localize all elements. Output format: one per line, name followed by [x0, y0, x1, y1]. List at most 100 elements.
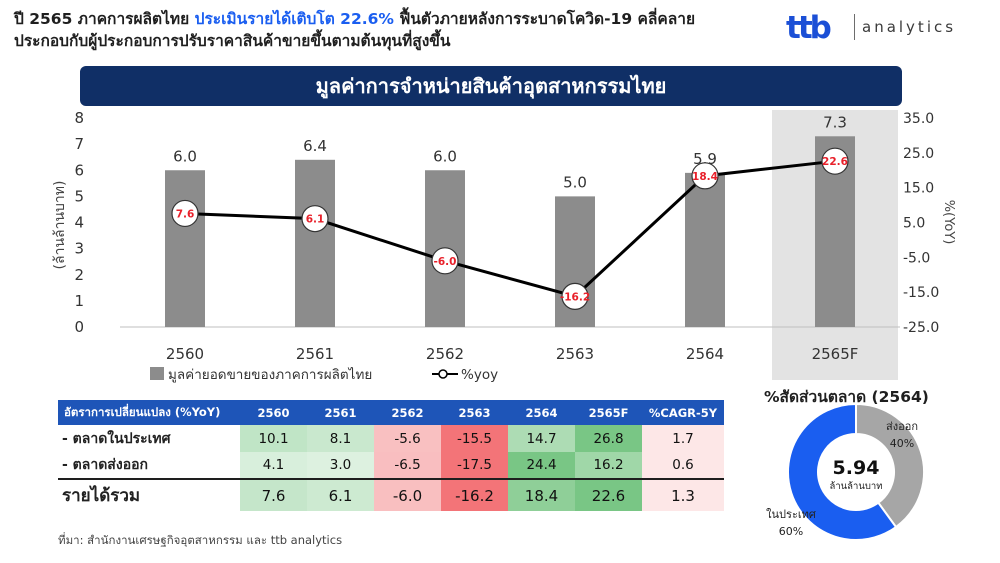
table-cell: 1.3 — [642, 478, 724, 511]
donut-slice — [855, 404, 925, 529]
table-cell: 18.4 — [508, 478, 575, 511]
logo-sub: analytics — [862, 18, 957, 36]
yoy-point-label: 7.6 — [176, 208, 195, 220]
y-tick-label: 4 — [74, 214, 84, 232]
donut-center-label: ล้านล้านบาท — [830, 481, 883, 492]
y-axis-label: (ล้านล้านบาท) — [52, 181, 68, 270]
yoy-line — [184, 159, 836, 299]
x-tick-label: 2562 — [426, 345, 464, 363]
yoy-point-label: 22.6 — [822, 156, 848, 168]
table-row: รายได้รวม 7.6 6.1 -6.0 -16.2 18.4 22.6 1.3 — [58, 478, 724, 511]
table-cell: 16.2 — [575, 452, 642, 479]
x-tick-label: 2565F — [812, 345, 859, 363]
table-cell: -6.5 — [374, 452, 441, 479]
donut-center-value: 5.94 — [833, 457, 880, 479]
yoy-table-wrap: อัตราการเปลี่ยนแปลง (%YoY) 2560 2561 2562 25… — [58, 400, 724, 511]
table-cell: 0.6 — [642, 452, 724, 479]
yoy-point-2561 — [301, 205, 329, 233]
donut-pct-domestic: 60% — [779, 525, 803, 538]
x-tick-label: 2560 — [166, 345, 204, 363]
yoy-point-2563 — [561, 282, 589, 310]
table-cell: -17.5 — [441, 452, 508, 479]
table-cell: -16.2 — [441, 478, 508, 511]
y-tick-label: 1 — [74, 292, 84, 310]
y2-tick-label: -5.0 — [903, 250, 930, 266]
y2-tick-label: 15.0 — [903, 181, 934, 197]
yoy-point-label: -16.2 — [560, 291, 590, 303]
x-tick-label: 2561 — [296, 345, 334, 363]
table-header-cell: 2564 — [508, 400, 575, 425]
donut-title: %สัดส่วนตลาด (2564) — [764, 388, 929, 406]
y-tick-label: 3 — [74, 240, 84, 258]
yoy-table: อัตราการเปลี่ยนแปลง (%YoY) 2560 2561 2562 25… — [58, 400, 724, 511]
y-tick-label: 7 — [74, 135, 84, 153]
table-header-cell: %CAGR-5Y — [642, 400, 724, 425]
table-cell: 22.6 — [575, 478, 642, 511]
y2-axis-label: %(YoY) — [941, 200, 956, 245]
table-header-row: อัตราการเปลี่ยนแปลง (%YoY) 2560 2561 2562 25… — [58, 400, 724, 425]
legend-line-marker — [438, 369, 448, 379]
table-cell: 24.4 — [508, 452, 575, 479]
table-cell: 3.0 — [307, 452, 374, 479]
table-cell: 26.8 — [575, 425, 642, 452]
table-cell: 14.7 — [508, 425, 575, 452]
yoy-point-2562 — [431, 247, 459, 275]
bar-value-label: 7.3 — [823, 113, 847, 131]
donut-label-domestic: ในประเทศ — [766, 508, 816, 521]
table-cell: -6.0 — [374, 478, 441, 511]
table-header-cell: 2565F — [575, 400, 642, 425]
table-cell: 6.1 — [307, 478, 374, 511]
source-note: ที่มา: สำนักงานเศรษฐกิจอุตสาหกรรม และ tt… — [58, 533, 343, 547]
headline-part1: ปี 2565 ภาคการผลิตไทย — [14, 10, 195, 28]
table-header-cell: 2562 — [374, 400, 441, 425]
table-row: - ตลาดในประเทศ 10.1 8.1 -5.6 -15.5 14.7 26.8 1.… — [58, 425, 724, 452]
table-header-cell: 2560 — [240, 400, 307, 425]
y-tick-label: 0 — [74, 318, 84, 336]
bar-value-label: 5.9 — [693, 150, 717, 168]
table-row: - ตลาดส่งออก 4.1 3.0 -6.5 -17.5 24.4 16.2 0.6 — [58, 452, 724, 479]
legend-bar-label: มูลค่ายอดขายของภาคการผลิตไทย — [168, 367, 372, 383]
yoy-point-label: -6.0 — [434, 256, 457, 268]
bar-value-label: 5.0 — [563, 173, 587, 191]
legend-bar-swatch — [150, 367, 164, 380]
headline: ปี 2565 ภาคการผลิตไทย ประเมินรายได้เติบโ… — [14, 8, 734, 52]
table-header-cell: 2561 — [307, 400, 374, 425]
x-tick-label: 2564 — [686, 345, 724, 363]
y-tick-label: 8 — [74, 109, 84, 127]
donut-slice — [787, 404, 898, 541]
x-tick-label: 2563 — [556, 345, 594, 363]
y-tick-label: 5 — [74, 187, 84, 205]
table-cell: 7.6 — [240, 478, 307, 511]
bar-2561 — [295, 159, 335, 327]
yoy-point-label: 18.4 — [692, 171, 718, 183]
y2-tick-label: 25.0 — [903, 146, 934, 162]
table-cell: -15.5 — [441, 425, 508, 452]
logo-brand: ttb — [786, 10, 832, 46]
yoy-point-2560 — [171, 199, 199, 228]
bar-value-label: 6.0 — [433, 147, 457, 165]
y2-tick-label: 5.0 — [903, 216, 925, 232]
donut-label-export: ส่งออก — [886, 420, 918, 433]
yoy-point-2564 — [691, 162, 719, 190]
row-label: รายได้รวม — [58, 478, 240, 511]
donut-pct-export: 40% — [890, 437, 914, 450]
table-cell: 1.7 — [642, 425, 724, 452]
logo-divider — [854, 14, 855, 40]
table-cell: 10.1 — [240, 425, 307, 452]
chart-banner-title: มูลค่าการจำหน่ายสินค้าอุตสาหกรรมไทย — [80, 66, 902, 106]
row-label: - ตลาดในประเทศ — [62, 430, 171, 447]
table-cell: 8.1 — [307, 425, 374, 452]
table-header-cell: 2563 — [441, 400, 508, 425]
y2-tick-label: 35.0 — [903, 111, 934, 127]
market-share-donut: 5.94 ล้านล้านบาท ส่งออก 40% ในประเทศ 60% — [766, 404, 925, 541]
table-cell: 4.1 — [240, 452, 307, 479]
table-header-cell: อัตราการเปลี่ยนแปลง (%YoY) — [58, 400, 240, 425]
headline-highlight: ประเมินรายได้เติบโต 22.6% — [194, 10, 394, 28]
ttb-analytics-logo: ttb analytics — [786, 10, 992, 46]
bar-2560 — [165, 170, 205, 327]
combo-chart: 0 1 2 3 4 5 6 7 8 -25.0 -15.0 -5.0 5.0 15.0 25.0 35.0 (ล… — [52, 109, 956, 383]
row-label: - ตลาดส่งออก — [62, 457, 148, 473]
bar-2564 — [685, 172, 725, 327]
bar-value-label: 6.4 — [303, 137, 327, 155]
y2-tick-label: -25.0 — [903, 320, 939, 336]
